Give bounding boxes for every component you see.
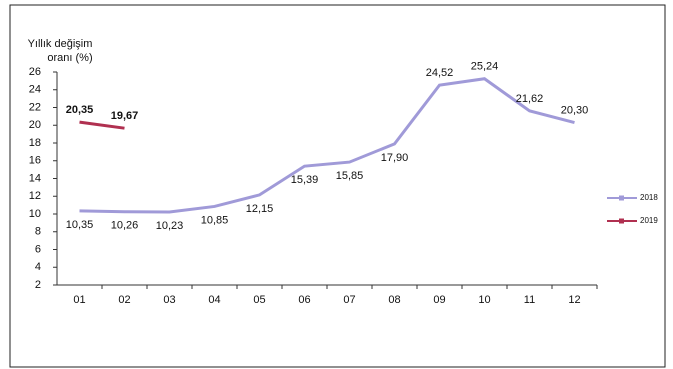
x-tick-label: 10 (478, 294, 490, 306)
y-tick-label: 24 (29, 84, 41, 96)
x-tick-label: 04 (208, 294, 220, 306)
value-label: 10,85 (201, 214, 229, 226)
value-label: 21,62 (516, 93, 544, 105)
y-axis-label: Yıllık değişim (28, 38, 93, 50)
legend-marker (619, 218, 624, 224)
x-tick-label: 01 (73, 294, 85, 306)
series-line (79, 120, 125, 130)
value-label: 15,85 (336, 170, 364, 182)
value-label: 20,35 (66, 104, 94, 116)
series-line (79, 77, 575, 214)
value-label: 15,39 (291, 174, 319, 186)
legend-label: 2018 (640, 193, 658, 202)
value-label: 24,52 (426, 67, 454, 79)
value-label: 19,67 (111, 110, 139, 122)
value-label: 17,90 (381, 152, 409, 164)
legend-marker (619, 195, 624, 201)
x-tick-label: 05 (253, 294, 265, 306)
y-tick-label: 26 (29, 66, 41, 78)
y-tick-label: 6 (35, 243, 41, 255)
y-tick-label: 4 (35, 261, 41, 273)
y-tick-label: 2 (35, 279, 41, 291)
y-tick-label: 20 (29, 119, 41, 131)
y-tick-label: 14 (29, 172, 41, 184)
y-tick-label: 12 (29, 190, 41, 202)
y-tick-label: 18 (29, 137, 41, 149)
frame (9, 4, 666, 368)
value-label: 12,15 (246, 203, 274, 215)
x-tick-label: 09 (433, 294, 445, 306)
y-axis-label: oranı (%) (47, 52, 92, 64)
value-label: 20,30 (561, 104, 589, 116)
x-tick-label: 03 (163, 294, 175, 306)
x-tick-label: 12 (568, 294, 580, 306)
y-tick-label: 22 (29, 101, 41, 113)
x-tick-label: 02 (118, 294, 130, 306)
x-tick-label: 07 (343, 294, 355, 306)
x-tick-label: 08 (388, 294, 400, 306)
x-tick-label: 06 (298, 294, 310, 306)
legend-label: 2019 (640, 216, 658, 225)
y-tick-label: 8 (35, 226, 41, 238)
value-label: 10,23 (156, 220, 184, 232)
value-label: 25,24 (471, 61, 499, 73)
value-label: 10,26 (111, 220, 139, 232)
x-tick-label: 11 (524, 294, 535, 306)
y-tick-label: 16 (29, 155, 41, 167)
value-label: 10,35 (66, 219, 94, 231)
y-tick-label: 10 (29, 208, 41, 220)
